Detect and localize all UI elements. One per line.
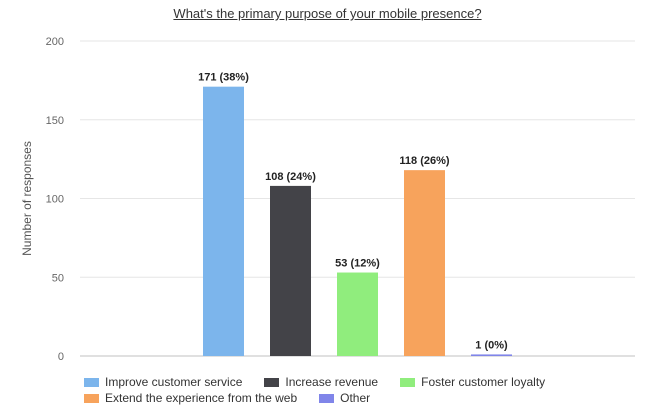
legend-item[interactable]: Other xyxy=(319,391,370,405)
data-label: 108 (24%) xyxy=(265,171,316,183)
y-tick-label: 150 xyxy=(46,115,64,127)
legend-label: Increase revenue xyxy=(285,375,379,389)
bar-increase-revenue[interactable] xyxy=(270,185,311,356)
bar-foster-customer-loyalty[interactable] xyxy=(337,272,378,356)
y-tick-label: 50 xyxy=(52,272,64,284)
data-label: 118 (26%) xyxy=(399,155,449,167)
legend-swatch xyxy=(264,377,280,387)
data-label: 171 (38%) xyxy=(198,72,249,84)
legend-swatch xyxy=(400,377,416,387)
legend-label: Foster customer loyalty xyxy=(421,375,546,389)
y-tick-label: 200 xyxy=(46,36,64,48)
bar-improve-customer-service[interactable] xyxy=(203,86,244,357)
bar-extend-the-experience-from-the-web[interactable] xyxy=(404,170,445,356)
data-label: 53 (12%) xyxy=(335,258,380,270)
legend-swatch xyxy=(84,377,99,387)
legend-label: Extend the experience from the web xyxy=(105,391,298,405)
chart-title: What's the primary purpose of your mobil… xyxy=(173,6,482,21)
y-tick-label: 100 xyxy=(46,194,64,206)
legend-swatch xyxy=(84,393,99,403)
legend-row: Improve customer service Increase revenue… xyxy=(84,374,644,390)
data-label: 1 (0%) xyxy=(475,339,508,351)
legend-label: Improve customer service xyxy=(105,375,243,389)
legend-swatch xyxy=(319,393,335,403)
y-axis-title: Number of responses xyxy=(20,141,34,256)
bar-other[interactable] xyxy=(471,354,512,356)
legend-item[interactable]: Increase revenue xyxy=(264,375,378,389)
legend-row: Extend the experience from the web Other xyxy=(84,390,644,406)
legend-label: Other xyxy=(340,391,371,405)
legend-item[interactable]: Extend the experience from the web xyxy=(84,391,297,405)
y-tick-label: 0 xyxy=(58,351,64,363)
legend: Improve customer service Increase revenue… xyxy=(84,374,644,406)
legend-item[interactable]: Improve customer service xyxy=(84,375,242,389)
legend-item[interactable]: Foster customer loyalty xyxy=(400,375,545,389)
